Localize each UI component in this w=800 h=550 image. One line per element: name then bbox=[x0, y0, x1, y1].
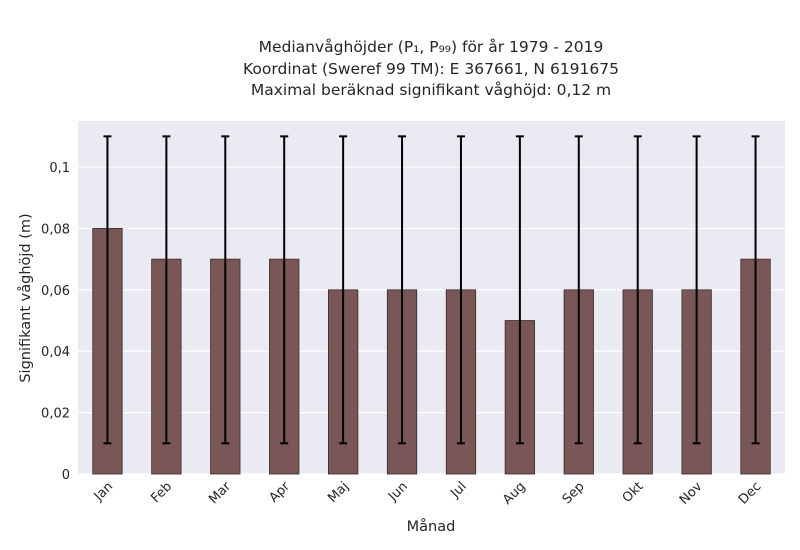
error-bar-apr bbox=[280, 135, 289, 445]
chart-title: Medianvåghöjder (P₁, P₉₉) för år 1979 - … bbox=[243, 38, 619, 99]
chart-title-line-3: Maximal beräknad signifikant våghöjd: 0,… bbox=[251, 81, 611, 99]
x-tick-label: Okt bbox=[620, 479, 647, 506]
error-bar-okt bbox=[633, 135, 642, 445]
error-bar-dec bbox=[751, 135, 760, 445]
x-tick-label: Dec bbox=[736, 479, 764, 507]
x-tick-label: Nov bbox=[677, 479, 706, 508]
y-tick-label: 0 bbox=[62, 468, 70, 483]
plot-area bbox=[78, 121, 785, 474]
y-tick-label: 0,08 bbox=[41, 222, 70, 237]
x-tick-label: Feb bbox=[148, 479, 175, 506]
error-bar-feb bbox=[162, 135, 171, 445]
error-bar-jan bbox=[103, 135, 112, 445]
y-axis-label: Signifikant våghöjd (m) bbox=[17, 213, 34, 382]
error-bar-jul bbox=[456, 135, 465, 445]
x-tick-label: Maj bbox=[325, 479, 352, 506]
y-tick-label: 0,1 bbox=[49, 161, 70, 176]
x-tick-label: Jul bbox=[447, 479, 469, 501]
error-bar-maj bbox=[339, 135, 348, 445]
x-tick-label: Jun bbox=[385, 479, 411, 505]
y-tick-label: 0,04 bbox=[41, 345, 70, 360]
y-tick-labels: 0 0,02 0,04 0,06 0,08 0,1 bbox=[41, 161, 70, 483]
chart-title-line-1: Medianvåghöjder (P₁, P₉₉) för år 1979 - … bbox=[259, 38, 604, 56]
error-bar-mar bbox=[221, 135, 230, 445]
x-tick-label: Jan bbox=[91, 479, 116, 504]
x-tick-label: Mar bbox=[206, 479, 234, 507]
x-tick-labels: Jan Feb Mar Apr Maj Jun Jul Aug Sep Okt Nov Dec bbox=[91, 479, 765, 508]
y-tick-label: 0,02 bbox=[41, 407, 70, 422]
error-bar-aug bbox=[515, 135, 524, 445]
y-tick-label: 0,06 bbox=[41, 284, 70, 299]
x-tick-label: Apr bbox=[267, 479, 294, 506]
x-axis-label: Månad bbox=[407, 518, 456, 535]
x-tick-label: Aug bbox=[500, 479, 529, 508]
x-tick-label: Sep bbox=[560, 479, 588, 507]
error-bar-sep bbox=[574, 135, 583, 445]
grid-lines bbox=[78, 166, 785, 475]
error-bar-jun bbox=[398, 135, 407, 445]
error-bars bbox=[103, 135, 760, 445]
chart-title-line-2: Koordinat (Sweref 99 TM): E 367661, N 61… bbox=[243, 60, 619, 78]
error-bar-nov bbox=[692, 135, 701, 445]
